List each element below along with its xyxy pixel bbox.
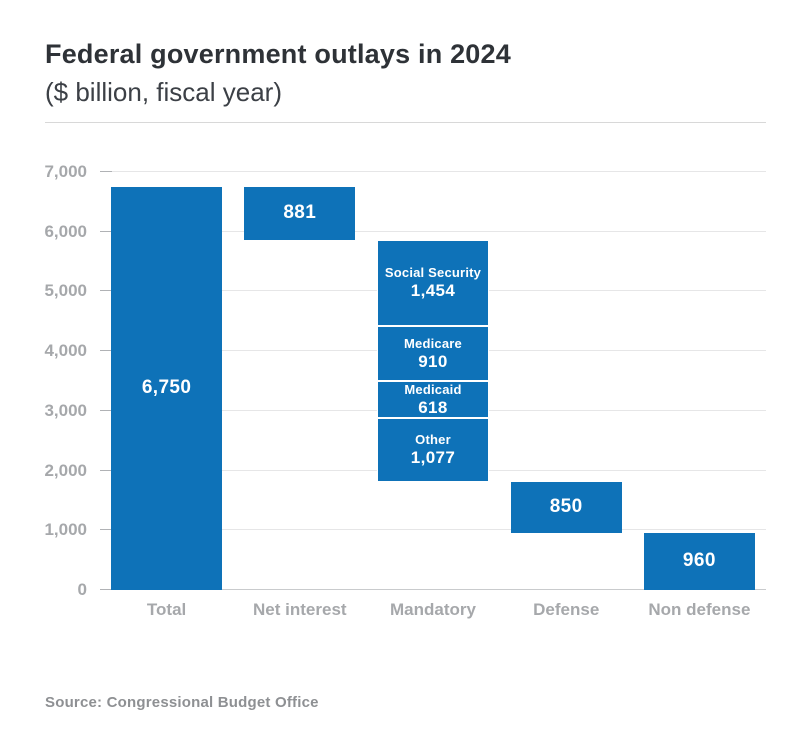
bar-value-label: 850 [549, 496, 583, 518]
ytick-label-3000: 3,000 [44, 400, 87, 420]
bar-value-label: 960 [682, 550, 716, 572]
ytick-label-5000: 5,000 [44, 281, 87, 301]
ytick-label-4000: 4,000 [44, 341, 87, 361]
ytick-mark [100, 529, 112, 531]
x-label-defense: Defense [533, 600, 600, 619]
x-label-non-defense: Non defense [648, 600, 751, 619]
x-axis-labels: Total Net interest Mandatory Defense Non def… [100, 600, 766, 620]
bar-non-defense[interactable]: 960 [643, 532, 755, 590]
x-label-net-interest: Net interest [253, 600, 347, 619]
chart-subtitle: ($ billion, fiscal year) [45, 77, 282, 107]
segment-name-label: Social Security [384, 265, 482, 281]
segment-social-security[interactable]: Social Security 1,454 [377, 239, 489, 327]
bar-net-interest[interactable]: 881 [244, 186, 356, 240]
header-divider [45, 122, 766, 123]
bar-value-label: 881 [283, 202, 317, 224]
ytick-label-0: 0 [77, 580, 87, 599]
ytick-mark [100, 350, 112, 352]
segment-value-label: 910 [418, 352, 448, 371]
bar-total[interactable]: 6,750 [111, 186, 223, 590]
segment-name-label: Medicare [404, 336, 462, 351]
bar-defense[interactable]: 850 [510, 481, 622, 533]
segment-medicare[interactable]: Medicare 910 [377, 326, 489, 381]
gridline-7000 [100, 171, 766, 172]
segment-other[interactable]: Other 1,077 [377, 417, 489, 482]
segment-name-label: Other [415, 432, 451, 448]
ytick-mark [100, 589, 112, 590]
ytick-label-6000: 6,000 [44, 221, 87, 241]
ytick-mark [100, 469, 112, 471]
segment-name-label: Medicaid [404, 381, 462, 397]
ytick-label-2000: 2,000 [44, 460, 87, 480]
segment-medicaid[interactable]: Medicaid 618 [377, 380, 489, 418]
ytick-mark [100, 171, 112, 172]
source-note: Source: Congressional Budget Office [45, 694, 319, 711]
bar-mandatory[interactable]: Social Security 1,454 Medicare 910 Medicaid 6… [377, 239, 489, 482]
segment-value-label: 1,077 [410, 448, 456, 468]
chart-title: Federal government outlays in 2024 [45, 39, 511, 69]
gridline-6000 [100, 230, 766, 232]
gridline-1000 [100, 529, 766, 531]
segment-value-label: 1,454 [410, 281, 456, 301]
ytick-mark [100, 230, 112, 232]
ytick-mark [100, 409, 112, 411]
x-label-total: Total [146, 600, 187, 619]
plot-area: 7,000 6,000 5,000 4,000 3,000 2,000 1,000 0 6,75… [44, 162, 766, 599]
x-label-mandatory: Mandatory [390, 600, 476, 619]
bar-value-label: 6,750 [141, 377, 192, 399]
ytick-mark [100, 290, 112, 292]
ytick-label-1000: 1,000 [44, 520, 87, 540]
ytick-label-7000: 7,000 [44, 162, 87, 181]
gridline-0 [100, 589, 766, 590]
segment-value-label: 618 [418, 397, 448, 417]
